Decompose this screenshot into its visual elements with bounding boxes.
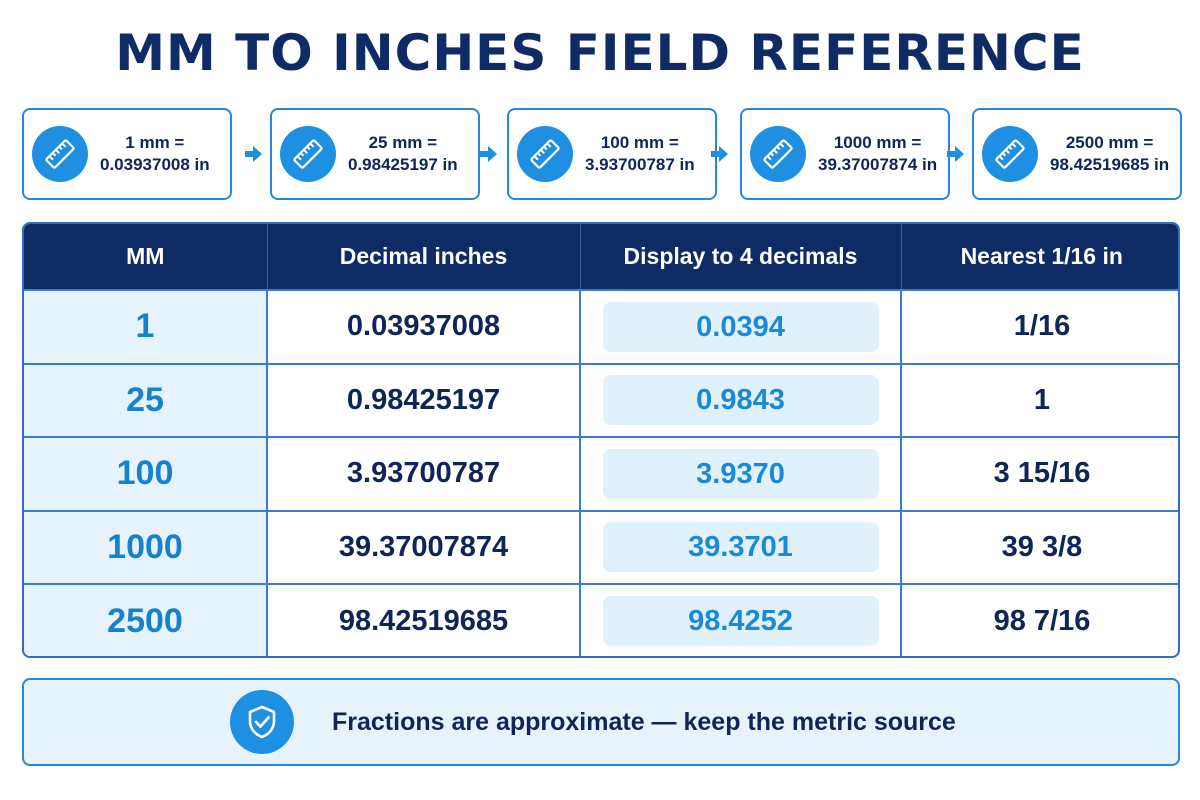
cell-mm: 1 [24, 289, 268, 364]
arrow-right-icon [242, 142, 264, 166]
column-header-decimal: Decimal inches [267, 224, 581, 290]
step-inches: 0.98425197 in [348, 155, 458, 174]
arrow-right-icon [477, 142, 499, 166]
cell-mm: 100 [24, 436, 268, 511]
cell-mm: 1000 [24, 509, 268, 584]
ruler-icon [517, 126, 573, 182]
table-row: 1 0.03937008 0.0394 1/16 [24, 289, 1178, 364]
table-header-row: MM Decimal inches Display to 4 decimals … [24, 224, 1178, 290]
step-text: 100 mm = 3.93700787 in [585, 132, 695, 176]
cell-display: 0.0394 [580, 289, 902, 364]
step-card: 25 mm = 0.98425197 in [270, 108, 480, 200]
conversion-table: MM Decimal inches Display to 4 decimals … [22, 222, 1180, 658]
conversion-flow: 1 mm = 0.03937008 in 25 mm = 0.98425197 … [22, 108, 1182, 200]
cell-display: 3.9370 [580, 436, 902, 511]
step-mm: 2500 mm = [1065, 132, 1154, 152]
cell-nearest: 98 7/16 [901, 583, 1178, 656]
step-inches: 98.42519685 in [1050, 155, 1170, 174]
cell-nearest: 1/16 [901, 289, 1178, 364]
ruler-icon [280, 126, 336, 182]
step-card: 100 mm = 3.93700787 in [507, 108, 717, 200]
note-text: Fractions are approximate — keep the met… [332, 707, 956, 736]
table-row: 1000 39.37007874 39.3701 39 3/8 [24, 509, 1178, 584]
ruler-icon [32, 126, 88, 182]
display-value-pill: 3.9370 [602, 448, 879, 499]
display-value-pill: 0.0394 [602, 301, 879, 352]
page-title: MM TO INCHES FIELD REFERENCE [115, 24, 1085, 82]
column-header-mm: MM [24, 224, 268, 290]
cell-display: 98.4252 [580, 583, 902, 656]
cell-display: 39.3701 [580, 509, 902, 584]
ruler-icon [750, 126, 806, 182]
table-row: 100 3.93700787 3.9370 3 15/16 [24, 436, 1178, 511]
column-header-nearest: Nearest 1/16 in [901, 224, 1178, 290]
cell-nearest: 1 [901, 362, 1178, 437]
table-row: 2500 98.42519685 98.4252 98 7/16 [24, 583, 1178, 656]
cell-decimal: 0.03937008 [267, 289, 581, 364]
shield-check-icon [230, 690, 294, 754]
display-value-pill: 0.9843 [602, 375, 879, 426]
step-inches: 39.37007874 in [818, 155, 938, 174]
step-text: 1 mm = 0.03937008 in [100, 132, 210, 176]
step-text: 25 mm = 0.98425197 in [348, 132, 458, 176]
column-header-display: Display to 4 decimals [580, 224, 902, 290]
cell-decimal: 39.37007874 [267, 509, 581, 584]
cell-nearest: 3 15/16 [901, 436, 1178, 511]
step-mm: 1 mm = [125, 132, 185, 152]
step-card: 2500 mm = 98.42519685 in [972, 108, 1182, 200]
cell-decimal: 3.93700787 [267, 436, 581, 511]
note-banner: Fractions are approximate — keep the met… [22, 678, 1180, 766]
step-inches: 0.03937008 in [100, 155, 210, 174]
table-row: 25 0.98425197 0.9843 1 [24, 362, 1178, 437]
cell-decimal: 98.42519685 [267, 583, 581, 656]
step-mm: 100 mm = [600, 132, 679, 152]
ruler-icon [982, 126, 1038, 182]
cell-nearest: 39 3/8 [901, 509, 1178, 584]
step-mm: 25 mm = [368, 132, 438, 152]
display-value-pill: 98.4252 [602, 596, 879, 647]
arrow-right-icon [708, 142, 730, 166]
cell-mm: 2500 [24, 583, 268, 656]
cell-display: 0.9843 [580, 362, 902, 437]
cell-mm: 25 [24, 362, 268, 437]
cell-decimal: 0.98425197 [267, 362, 581, 437]
arrow-right-icon [944, 142, 966, 166]
step-text: 1000 mm = 39.37007874 in [818, 132, 937, 176]
step-mm: 1000 mm = [833, 132, 922, 152]
step-card: 1000 mm = 39.37007874 in [740, 108, 950, 200]
step-text: 2500 mm = 98.42519685 in [1050, 132, 1169, 176]
display-value-pill: 39.3701 [602, 522, 879, 573]
step-inches: 3.93700787 in [585, 155, 695, 174]
step-card: 1 mm = 0.03937008 in [22, 108, 232, 200]
